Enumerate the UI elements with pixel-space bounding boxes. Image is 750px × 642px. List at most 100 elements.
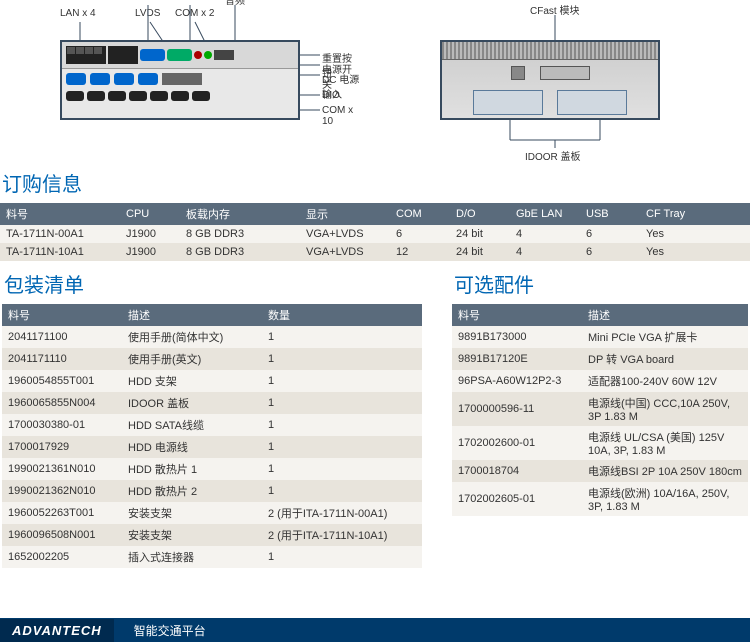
table-cell: Mini PCIe VGA 扩展卡 <box>582 326 748 348</box>
table-cell: HDD SATA线缆 <box>122 414 262 436</box>
table-cell: 插入式连接器 <box>122 546 262 568</box>
idoor-slot-2 <box>557 90 627 115</box>
table-cell: TA-1711N-00A1 <box>0 225 120 243</box>
col-header: CF Tray <box>640 203 750 225</box>
table-cell: 1960065855N004 <box>2 392 122 414</box>
table-row: 1960096508N001安装支架2 (用于ITA-1711N-10A1) <box>2 524 422 546</box>
table-row: 1700030380-01HDD SATA线缆1 <box>2 414 422 436</box>
device-front-box <box>60 40 300 120</box>
label-usb: USB x 6 <box>130 0 167 3</box>
table-cell: 4 <box>510 243 580 261</box>
label-vga: VGA <box>180 0 201 3</box>
footer: ADVANTECH 智能交通平台 <box>0 618 750 642</box>
table-row: 1990021361N010HDD 散热片 11 <box>2 458 422 480</box>
table-cell: 使用手册(英文) <box>122 348 262 370</box>
table-row: 1960054855T001HDD 支架1 <box>2 370 422 392</box>
table-row: 1700000596-11电源线(中国) CCC,10A 250V, 3P 1.… <box>452 392 748 426</box>
table-row: 9891B173000Mini PCIe VGA 扩展卡 <box>452 326 748 348</box>
label-dio: DIO <box>322 90 340 101</box>
col-header: 料号 <box>0 203 120 225</box>
table-cell: 1 <box>262 546 422 568</box>
idoor-slot-1 <box>473 90 543 115</box>
table-cell: 1990021361N010 <box>2 458 122 480</box>
table-cell: TA-1711N-10A1 <box>0 243 120 261</box>
table-cell: 电源线BSI 2P 10A 250V 180cm <box>582 460 748 482</box>
label-lvds: LVDS <box>135 8 160 19</box>
ordering-table: 料号CPU板载内存显示COMD/OGbE LANUSBCF Tray TA-17… <box>0 203 750 261</box>
table-cell: 1 <box>262 326 422 348</box>
table-cell: 1700017929 <box>2 436 122 458</box>
table-cell: 1 <box>262 458 422 480</box>
table-cell: DP 转 VGA board <box>582 348 748 370</box>
table-cell: 8 GB DDR3 <box>180 225 300 243</box>
col-header: 板载内存 <box>180 203 300 225</box>
table-row: 9891B17120EDP 转 VGA board <box>452 348 748 370</box>
col-header: 料号 <box>452 304 582 326</box>
table-cell: Yes <box>640 225 750 243</box>
table-cell: 6 <box>390 225 450 243</box>
col-header: 描述 <box>582 304 748 326</box>
col-header: 显示 <box>300 203 390 225</box>
table-row: 1960052263T001安装支架2 (用于ITA-1711N-00A1) <box>2 502 422 524</box>
table-cell: 1960096508N001 <box>2 524 122 546</box>
col-header: USB <box>580 203 640 225</box>
col-header: D/O <box>450 203 510 225</box>
table-cell: 适配器100-240V 60W 12V <box>582 370 748 392</box>
table-cell: 1960052263T001 <box>2 502 122 524</box>
front-diagram: LAN x 4 USB x 6 VGA LVDS COM x 2 音频 <box>60 10 360 150</box>
table-cell: 2041171100 <box>2 326 122 348</box>
table-cell: HDD 散热片 2 <box>122 480 262 502</box>
table-cell: 1 <box>262 436 422 458</box>
ordering-title: 订购信息 <box>0 168 750 197</box>
table-row: 1700018704电源线BSI 2P 10A 250V 180cm <box>452 460 748 482</box>
label-audio: 音频 <box>225 0 245 7</box>
table-cell: 1 <box>262 480 422 502</box>
table-cell: 安装支架 <box>122 524 262 546</box>
table-cell: 使用手册(简体中文) <box>122 326 262 348</box>
col-header: CPU <box>120 203 180 225</box>
table-cell: 6 <box>580 225 640 243</box>
table-cell: 9891B173000 <box>452 326 582 348</box>
table-cell: 电源线 UL/CSA (美国) 125V 10A, 3P, 1.83 M <box>582 426 748 460</box>
table-cell: 24 bit <box>450 243 510 261</box>
table-cell: HDD 散热片 1 <box>122 458 262 480</box>
table-cell: 2041171110 <box>2 348 122 370</box>
table-cell: HDD 支架 <box>122 370 262 392</box>
label-lan: LAN x 4 <box>60 8 96 19</box>
col-header: 料号 <box>2 304 122 326</box>
table-cell: 1990021362N010 <box>2 480 122 502</box>
table-row: TA-1711N-10A1J19008 GB DDR3VGA+LVDS1224 … <box>0 243 750 261</box>
table-row: 1990021362N010HDD 散热片 21 <box>2 480 422 502</box>
col-header: 描述 <box>122 304 262 326</box>
table-row: TA-1711N-00A1J19008 GB DDR3VGA+LVDS624 b… <box>0 225 750 243</box>
table-cell: 1652002205 <box>2 546 122 568</box>
table-cell: 1960054855T001 <box>2 370 122 392</box>
table-row: 1702002600-01电源线 UL/CSA (美国) 125V 10A, 3… <box>452 426 748 460</box>
table-cell: Yes <box>640 243 750 261</box>
diagram-row: LAN x 4 USB x 6 VGA LVDS COM x 2 音频 <box>0 0 750 160</box>
table-cell: 1700000596-11 <box>452 392 582 426</box>
table-cell: 1702002605-01 <box>452 482 582 516</box>
optional-title: 可选配件 <box>452 269 748 298</box>
table-row: 1960065855N004IDOOR 盖板1 <box>2 392 422 414</box>
packing-table: 料号描述数量 2041171100使用手册(简体中文)12041171110使用… <box>2 304 422 568</box>
table-cell: 8 GB DDR3 <box>180 243 300 261</box>
table-row: 96PSA-A60W12P2-3适配器100-240V 60W 12V <box>452 370 748 392</box>
table-cell: 2 (用于ITA-1711N-10A1) <box>262 524 422 546</box>
table-cell: 96PSA-A60W12P2-3 <box>452 370 582 392</box>
table-row: 2041171100使用手册(简体中文)1 <box>2 326 422 348</box>
table-cell: 1 <box>262 392 422 414</box>
table-row: 1652002205插入式连接器1 <box>2 546 422 568</box>
table-cell: 12 <box>390 243 450 261</box>
table-cell: IDOOR 盖板 <box>122 392 262 414</box>
col-header: GbE LAN <box>510 203 580 225</box>
table-cell: 1702002600-01 <box>452 426 582 460</box>
table-cell: 2 (用于ITA-1711N-00A1) <box>262 502 422 524</box>
table-row: 1702002605-01电源线(欧洲) 10A/16A, 250V, 3P, … <box>452 482 748 516</box>
table-row: 1700017929HDD 电源线1 <box>2 436 422 458</box>
label-com2: COM x 2 <box>175 8 214 19</box>
table-cell: 1 <box>262 414 422 436</box>
table-cell: 9891B17120E <box>452 348 582 370</box>
table-cell: J1900 <box>120 225 180 243</box>
footer-text: 智能交通平台 <box>114 622 206 639</box>
